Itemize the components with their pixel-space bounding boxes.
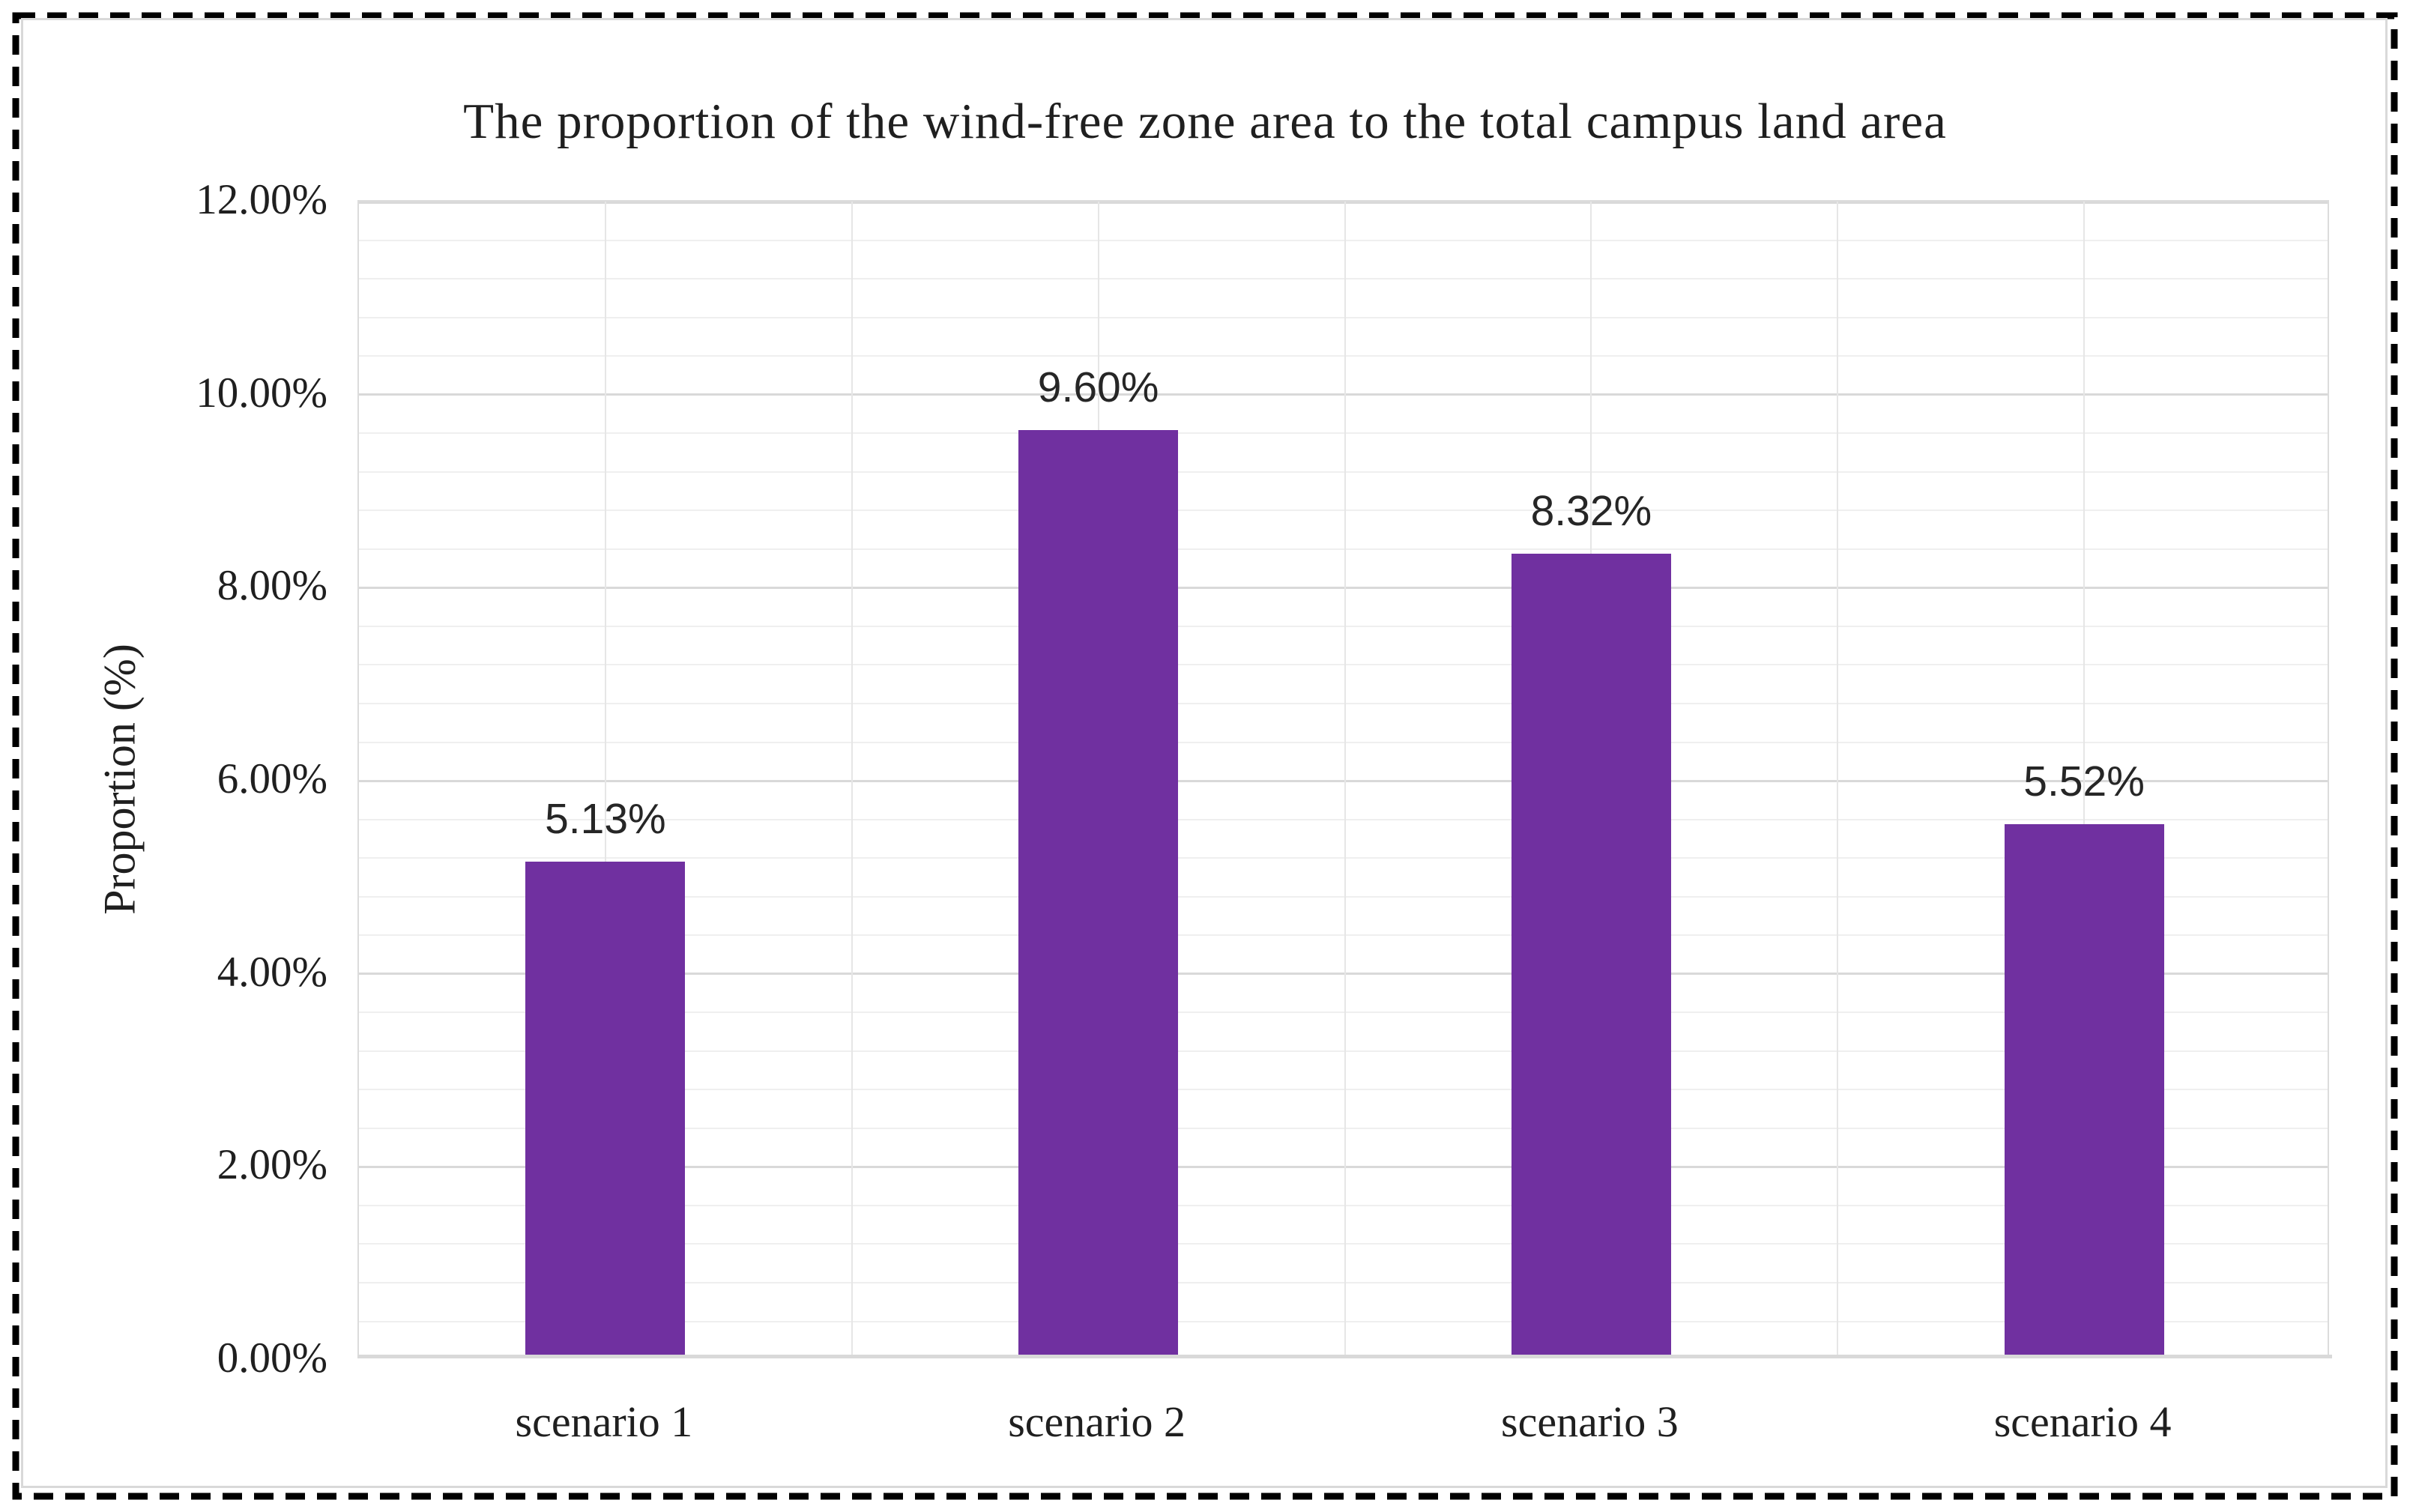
x-category-label: scenario 2	[1008, 1397, 1186, 1446]
y-tick-label: 8.00%	[217, 562, 327, 610]
gridline-vertical	[2083, 202, 2086, 1357]
x-axis-line	[357, 1355, 2332, 1358]
gridline-major	[359, 973, 2328, 976]
bar-scenario-3	[1511, 554, 1671, 1357]
bar-scenario-2	[1018, 430, 1179, 1357]
gridline-minor	[359, 471, 2328, 473]
y-tick-label: 10.00%	[196, 369, 327, 417]
data-label: 9.60%	[1037, 363, 1159, 412]
gridline-minor	[359, 818, 2328, 820]
chart-title: The proportion of the wind-free zone are…	[463, 94, 1947, 149]
gridline-minor	[359, 934, 2328, 937]
gridline-minor	[359, 239, 2328, 241]
gridline-vertical	[604, 202, 606, 1357]
data-label: 8.32%	[1530, 487, 1652, 536]
gridline-minor	[359, 316, 2328, 318]
data-label: 5.13%	[545, 795, 666, 844]
bar-scenario-4	[2004, 823, 2164, 1357]
gridline-minor	[359, 1011, 2328, 1014]
gridline-minor	[359, 1089, 2328, 1091]
x-category-label: scenario 4	[1993, 1397, 2172, 1446]
y-tick-label: 12.00%	[196, 176, 327, 223]
gridline-minor	[359, 1281, 2328, 1283]
gridline-major	[359, 1165, 2328, 1168]
gridline-minor	[359, 1050, 2328, 1052]
gridline-minor	[359, 278, 2328, 280]
gridline-minor	[359, 741, 2328, 743]
x-category-label: scenario 1	[515, 1397, 693, 1446]
gridline-minor	[359, 625, 2328, 627]
gridline-minor	[359, 895, 2328, 898]
gridline-major	[359, 393, 2328, 396]
gridline-minor	[359, 509, 2328, 512]
y-tick-label: 0.00%	[217, 1334, 327, 1382]
gridline-minor	[359, 702, 2328, 704]
gridline-major	[359, 779, 2328, 782]
gridline-major	[359, 202, 2328, 204]
gridline-minor	[359, 432, 2328, 435]
gridline-major	[359, 586, 2328, 589]
gridline-minor	[359, 664, 2328, 666]
gridline-minor	[359, 1320, 2328, 1322]
y-tick-label: 4.00%	[217, 948, 327, 996]
x-category-label: scenario 3	[1501, 1397, 1679, 1446]
gridline-minor	[359, 857, 2328, 859]
gridline-minor	[359, 355, 2328, 357]
gridline-vertical	[1837, 202, 1839, 1357]
gridline-vertical	[851, 202, 853, 1357]
gridline-minor	[359, 1204, 2328, 1206]
gridline-minor	[359, 1243, 2328, 1245]
data-label: 5.52%	[2023, 757, 2145, 805]
plot-area: 5.13% 9.60% 8.32% 5.52%	[357, 200, 2332, 1358]
gridline-minor	[359, 548, 2328, 550]
y-tick-label: 6.00%	[217, 755, 327, 802]
gridline-vertical	[1344, 202, 1346, 1357]
gridline-minor	[359, 1127, 2328, 1129]
bar-scenario-1	[525, 862, 686, 1357]
y-tick-label: 2.00%	[217, 1141, 327, 1189]
